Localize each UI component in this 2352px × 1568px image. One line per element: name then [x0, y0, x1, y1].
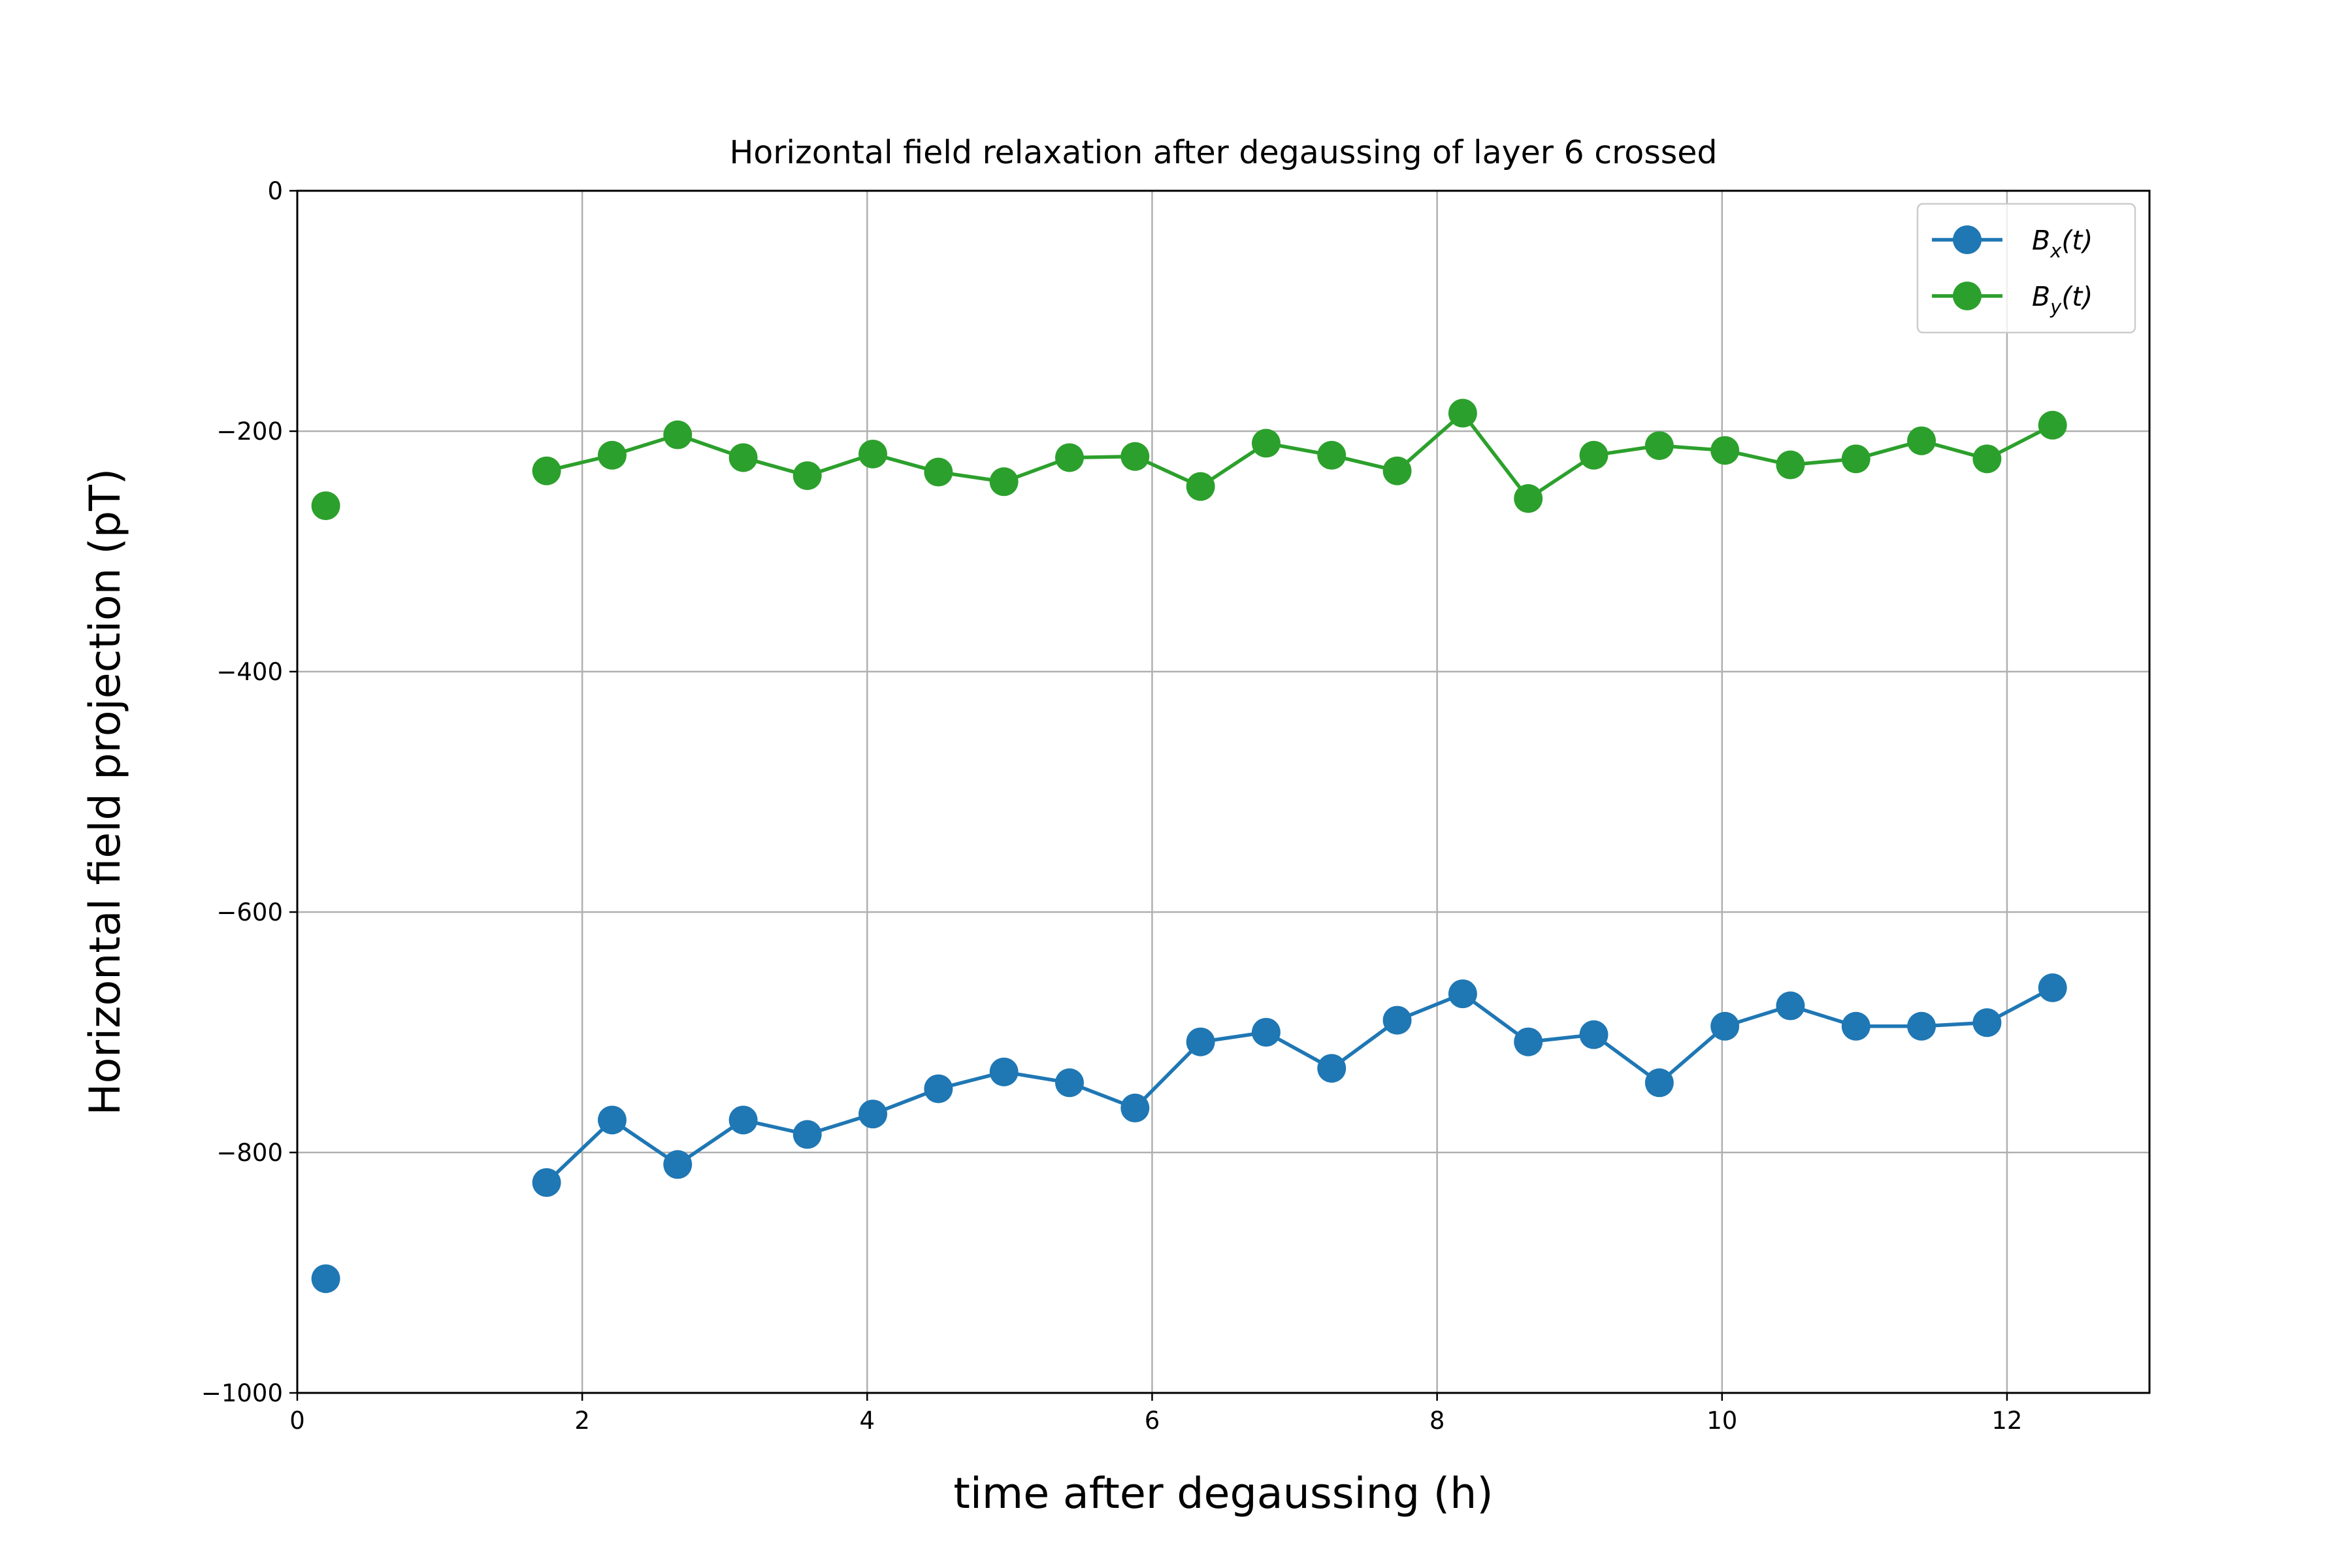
data-point: [1186, 472, 1215, 501]
plot-frame: [296, 189, 2151, 1394]
data-point: [1186, 1027, 1215, 1056]
data-point: [1317, 440, 1347, 470]
data-point: [663, 1150, 693, 1179]
data-point: [2038, 410, 2067, 440]
data-point: [1907, 1011, 1936, 1041]
data-point: [532, 1168, 561, 1197]
data-point: [792, 1120, 822, 1149]
series-layer: [311, 399, 2067, 1294]
data-point: [792, 461, 822, 491]
legend-entry-arg: (t): [2061, 225, 2093, 256]
data-point: [858, 1100, 888, 1129]
x-tick-label: 12: [1991, 1407, 2022, 1435]
chart-title: Horizontal field relaxation after degaus…: [729, 134, 1717, 171]
data-point: [1776, 450, 1805, 480]
data-point: [532, 456, 561, 485]
data-point: [1448, 979, 1477, 1009]
data-point: [1841, 444, 1870, 474]
data-point: [597, 440, 627, 470]
data-point: [1054, 1068, 1084, 1098]
data-point: [1120, 1093, 1150, 1122]
data-point: [989, 1057, 1019, 1086]
x-tick-label: 0: [289, 1407, 305, 1435]
y-tick-label: −1000: [201, 1379, 283, 1407]
series-bx: [311, 973, 2067, 1294]
data-point: [2038, 973, 2067, 1002]
legend: Bx(t)By(t): [1916, 203, 2136, 334]
legend-marker: [1953, 282, 1982, 310]
data-point: [1644, 431, 1674, 461]
data-point: [858, 439, 888, 468]
data-point: [663, 420, 693, 449]
x-tick-label: 6: [1145, 1407, 1160, 1435]
y-axis-label: Horizontal field projection (pT): [81, 468, 130, 1115]
x-tick-label: 2: [574, 1407, 590, 1435]
data-point: [1710, 436, 1740, 465]
y-tick-label: −600: [216, 898, 283, 926]
data-point: [1841, 1011, 1870, 1041]
ticks: 0 2 4 6 8 10 12 0 −200 −400 −600 −800 −1000: [201, 177, 2023, 1435]
legend-marker: [1953, 225, 1982, 254]
data-point: [1776, 991, 1805, 1021]
data-point: [1710, 1011, 1740, 1041]
x-tick-label: 8: [1429, 1407, 1445, 1435]
legend-entry: By(t): [2032, 281, 2093, 318]
data-point: [1251, 429, 1281, 458]
y-tick-label: −200: [216, 417, 283, 446]
legend-entry-subscript: x: [2050, 240, 2062, 262]
data-point: [1514, 484, 1543, 514]
series-by: [311, 399, 2067, 521]
data-point: [311, 491, 340, 521]
data-point: [1382, 456, 1412, 485]
data-point: [1317, 1054, 1347, 1083]
data-point: [1579, 440, 1609, 470]
data-point: [1054, 443, 1084, 472]
data-point: [1972, 444, 2002, 474]
y-tick-label: 0: [267, 177, 283, 205]
data-point: [1514, 1027, 1543, 1056]
legend-entry-symbol: B: [2032, 281, 2050, 312]
data-point: [1907, 426, 1936, 455]
y-tick-label: −400: [216, 658, 283, 686]
legend-entry: Bx(t): [2032, 225, 2093, 262]
legend-entry-arg: (t): [2061, 281, 2093, 312]
data-point: [924, 457, 953, 487]
x-tick-label: 10: [1707, 1407, 1737, 1435]
data-point: [1251, 1018, 1281, 1047]
data-point: [1448, 399, 1477, 428]
data-point: [1644, 1068, 1674, 1098]
data-point: [924, 1074, 953, 1103]
legend-entry-symbol: B: [2032, 225, 2050, 256]
data-point: [1972, 1008, 2002, 1037]
data-point: [728, 443, 758, 472]
y-tick-label: −800: [216, 1139, 283, 1167]
data-point: [1120, 442, 1150, 471]
legend-box: [1916, 203, 2136, 334]
data-point: [728, 1105, 758, 1135]
data-point: [311, 1264, 340, 1294]
legend-entry-subscript: y: [2050, 296, 2062, 318]
x-axis-label: time after degaussing (h): [953, 1469, 1493, 1518]
data-point: [989, 467, 1019, 497]
data-point: [1579, 1020, 1609, 1049]
x-tick-label: 4: [860, 1407, 875, 1435]
data-point: [597, 1105, 627, 1135]
data-point: [1382, 1005, 1412, 1035]
